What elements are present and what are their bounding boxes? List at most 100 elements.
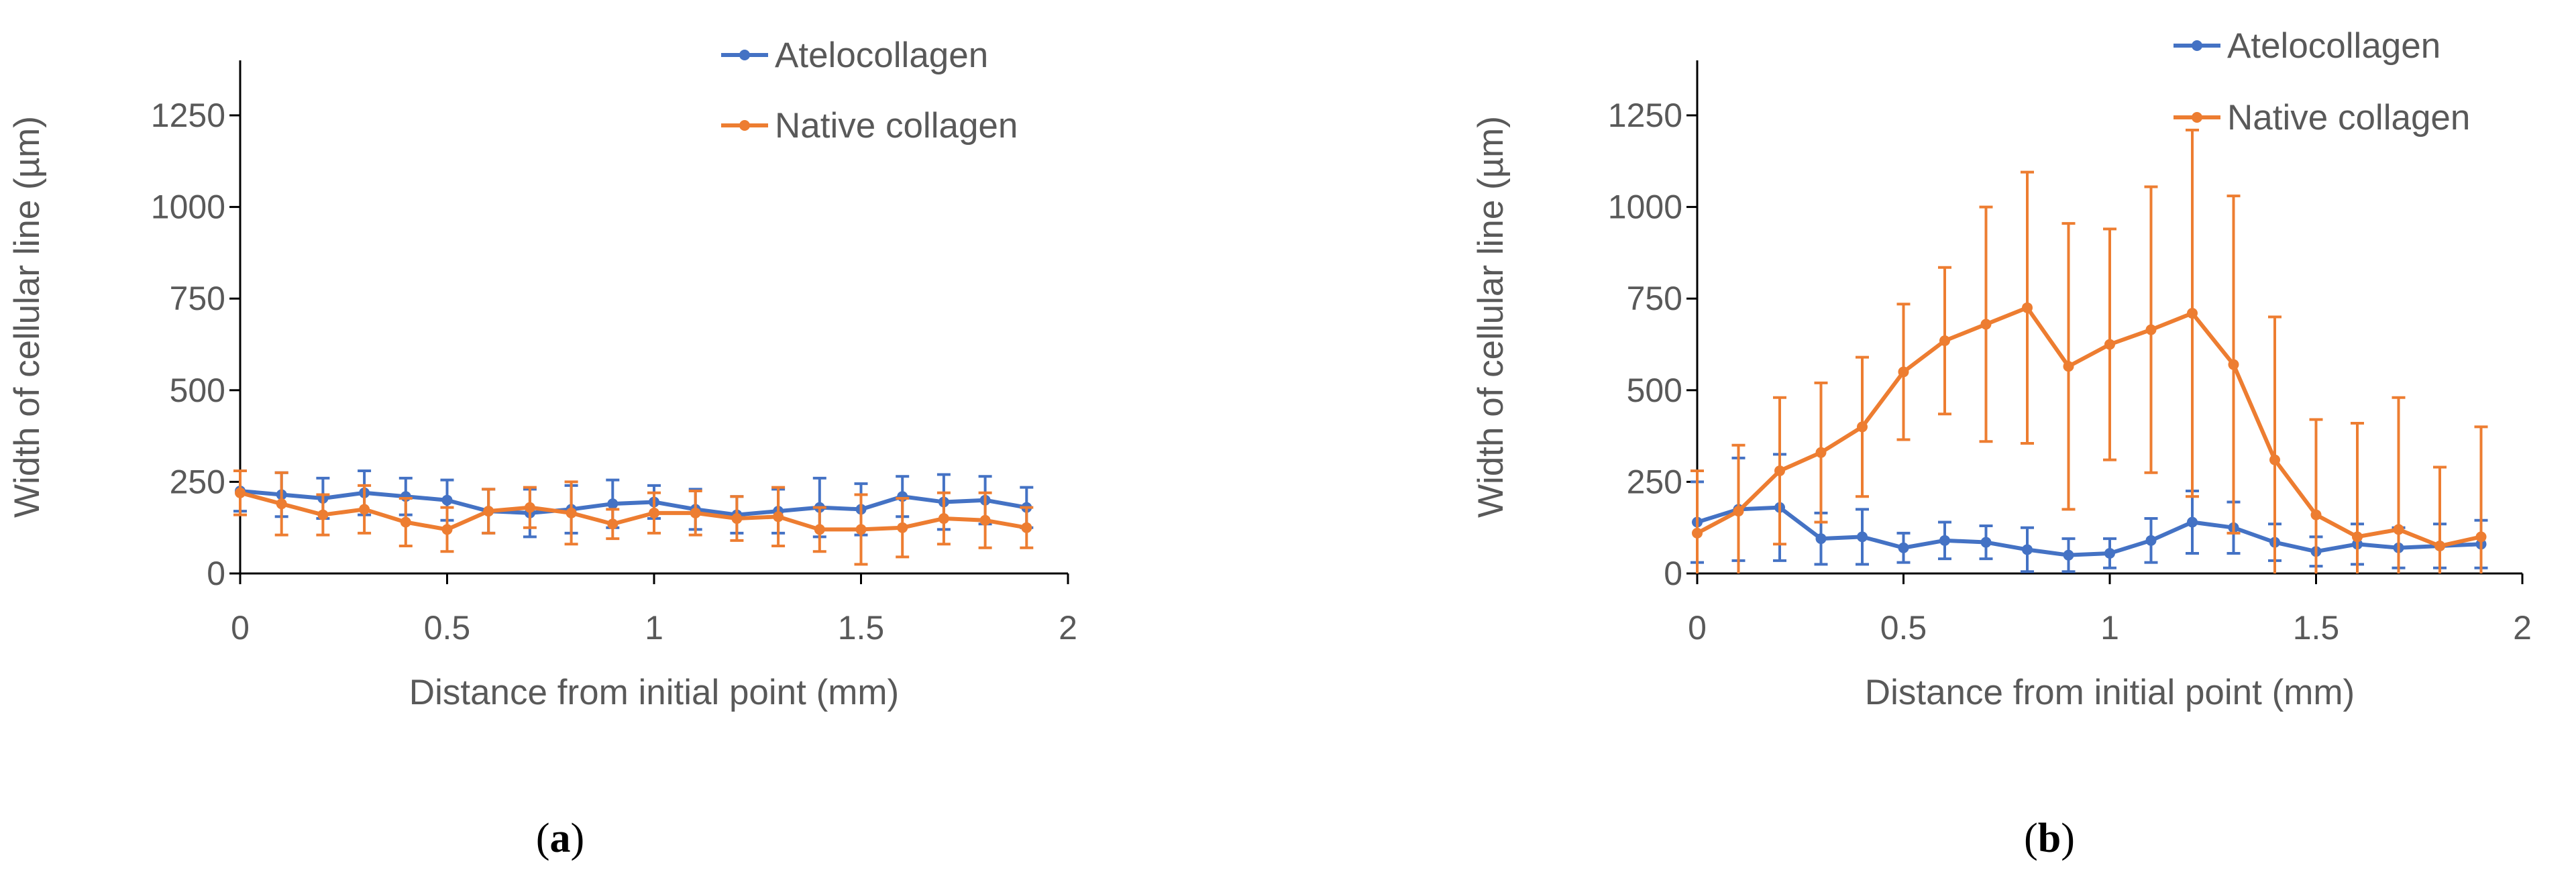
data-point — [1857, 421, 1868, 433]
data-point — [2145, 324, 2157, 335]
x-tick-label: 0 — [1688, 609, 1707, 647]
x-tick-label: 1 — [2100, 609, 2119, 647]
data-point — [441, 494, 453, 506]
y-tick-label: 0 — [207, 555, 225, 592]
data-point — [1939, 535, 1950, 546]
data-point — [731, 513, 743, 524]
data-point — [2269, 454, 2280, 465]
x-axis-title: Distance from initial point (mm) — [409, 673, 899, 712]
data-point — [1733, 506, 1744, 517]
data-point — [814, 524, 825, 535]
y-tick-label: 1250 — [1608, 97, 1682, 134]
panel-label: (a) — [536, 816, 584, 861]
x-tick-label: 1.5 — [838, 609, 885, 647]
data-point — [690, 507, 701, 518]
data-point — [359, 504, 370, 515]
data-point — [317, 509, 329, 520]
data-point — [524, 502, 535, 513]
data-point — [1857, 531, 1868, 543]
data-point — [649, 507, 659, 518]
data-point — [1980, 537, 1992, 548]
panel-label-open: ( — [536, 816, 550, 861]
data-point — [938, 513, 949, 524]
data-point — [2145, 535, 2157, 546]
series-line — [1696, 305, 2482, 549]
panel-label: (b) — [2024, 816, 2075, 861]
data-point — [2475, 531, 2487, 543]
panel-label-letter: a — [550, 816, 571, 861]
data-point — [441, 524, 453, 535]
data-point — [855, 524, 867, 535]
data-point — [2022, 544, 2033, 555]
y-tick-label: 250 — [1627, 463, 1682, 500]
data-point — [2187, 516, 2198, 528]
y-tick-label: 750 — [170, 280, 225, 317]
data-point — [2063, 549, 2074, 561]
legend-swatch-marker — [739, 50, 750, 60]
y-tick-label: 500 — [170, 372, 225, 409]
chart-panel-a: 0 0.5 1 1.5 2 0 250 500 750 1000 1250 Distance from… — [7, 36, 1077, 861]
y-tick-label: 1250 — [151, 97, 225, 134]
x-tick-label: 0.5 — [1880, 609, 1927, 647]
x-tick-label: 2 — [2513, 609, 2532, 647]
series-line — [239, 490, 1027, 532]
panel-label-close: ) — [2061, 816, 2075, 861]
legend-label: Atelocollagen — [775, 36, 988, 75]
y-tick-label: 1000 — [1608, 188, 1682, 226]
y-tick-label: 750 — [1627, 280, 1682, 317]
chart-panel-b: 0 0.5 1 1.5 2 0 250 500 750 1000 1250 Distance from… — [1471, 26, 2532, 861]
data-point — [2393, 524, 2404, 535]
data-point — [235, 487, 246, 498]
data-point — [1980, 319, 1992, 330]
legend-swatch-marker — [2192, 112, 2202, 123]
data-point — [2434, 541, 2445, 552]
data-point — [276, 498, 287, 510]
data-point — [2228, 359, 2239, 370]
x-tick-label: 1.5 — [2293, 609, 2340, 647]
x-tick-label: 2 — [1059, 609, 1077, 647]
y-tick-label: 500 — [1627, 372, 1682, 409]
data-point — [1021, 522, 1032, 533]
series-line — [239, 489, 1027, 517]
legend-swatch-marker — [739, 120, 750, 131]
legend-entry-atelocollagen: Atelocollagen — [721, 36, 988, 75]
series-line — [1697, 505, 2481, 557]
legend-swatch-marker — [2192, 40, 2202, 51]
data-point — [2187, 308, 2198, 319]
data-point — [607, 498, 619, 510]
legend-label: Atelocollagen — [2227, 26, 2440, 66]
legend-label: Native collagen — [775, 106, 1018, 146]
y-tick-label: 1000 — [151, 188, 225, 226]
data-point — [2310, 509, 2322, 520]
data-point — [1898, 366, 1909, 378]
series-native-collagen — [233, 469, 1034, 566]
legend-entry-native-collagen: Native collagen — [721, 106, 1018, 146]
data-point — [2352, 531, 2363, 543]
legend-entry-native-collagen: Native collagen — [2174, 98, 2470, 137]
data-point — [773, 511, 784, 522]
error-bars — [1690, 128, 2488, 573]
data-point — [1692, 527, 1703, 539]
data-point — [566, 507, 577, 518]
data-point — [2022, 302, 2033, 313]
data-point — [1815, 533, 1827, 545]
data-point — [1774, 465, 1785, 476]
series-native-collagen — [1690, 128, 2488, 573]
x-tick-label: 0.5 — [424, 609, 471, 647]
x-tick-label: 0 — [231, 609, 250, 647]
x-axis-title: Distance from initial point (mm) — [1865, 673, 2355, 712]
data-point — [979, 514, 991, 526]
panel-label-open: ( — [2024, 816, 2038, 861]
data-point — [2104, 339, 2115, 350]
data-point — [1939, 335, 1950, 347]
data-point — [400, 516, 411, 528]
panel-label-close: ) — [571, 816, 585, 861]
series-atelocollagen — [1690, 453, 2488, 573]
data-point — [607, 518, 619, 530]
y-axis-title: Width of cellular line (µm) — [7, 116, 47, 518]
legend-entry-atelocollagen: Atelocollagen — [2174, 26, 2440, 66]
data-point — [483, 506, 494, 517]
data-point — [1815, 447, 1827, 458]
y-axis-title: Width of cellular line (µm) — [1471, 116, 1511, 518]
